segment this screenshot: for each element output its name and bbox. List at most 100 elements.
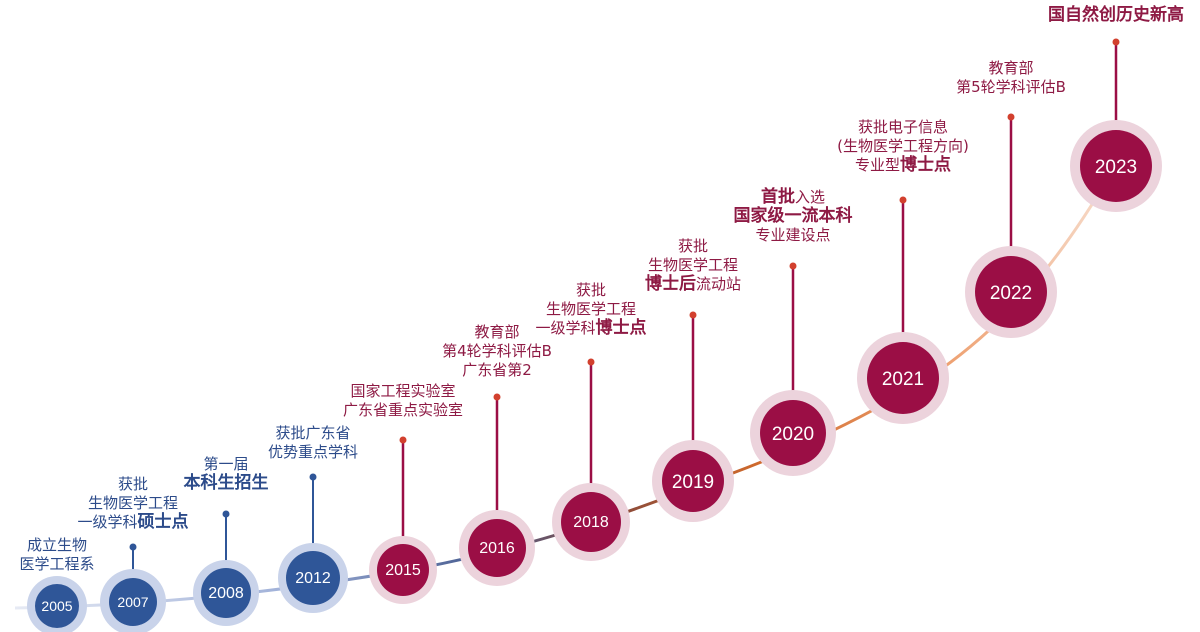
node-2016: [468, 519, 526, 577]
node-2022: [975, 256, 1047, 328]
milestone-phrase: 一级学科: [77, 513, 138, 531]
node-2007: [109, 578, 157, 626]
year-label-2016: 2016: [479, 540, 515, 557]
milestone-phrase: 医学工程系: [19, 555, 95, 573]
milestone-phrase: 入选: [794, 188, 825, 206]
milestone-phrase: 生物医学工程: [87, 494, 179, 512]
milestone-line: 获批电子信息: [837, 118, 969, 137]
milestone-highlight: 硕士点: [137, 512, 189, 532]
milestone-phrase: 生物医学工程: [545, 300, 637, 318]
milestone-phrase: 第一届: [203, 455, 249, 473]
stem-dot-2019: [689, 311, 697, 319]
milestone-line: (生物医学工程方向): [837, 137, 969, 156]
stem-dot-2007: [129, 543, 137, 551]
milestone-text-2021: 获批电子信息 (生物医学工程方向) 专业型博士点: [837, 118, 969, 175]
milestone-line: 生物医学工程: [77, 494, 188, 513]
milestone-text-2023: 国自然创历史新高: [1048, 6, 1184, 25]
milestone-highlight: 博士后: [644, 274, 696, 294]
milestone-text-2015: 国家工程实验室 广东省重点实验室: [343, 382, 463, 420]
milestone-phrase: 一级学科: [535, 319, 596, 337]
milestone-text-2008: 第一届 本科生招生: [184, 455, 269, 493]
milestone-phrase: 国家工程实验室: [350, 382, 456, 400]
milestone-text-2020: 首批入选 国家级一流本科 专业建设点: [734, 188, 853, 245]
stem-dot-2023: [1112, 38, 1120, 46]
milestone-text-2012: 获批广东省 优势重点学科: [268, 424, 358, 462]
year-label-2005: 2005: [41, 598, 72, 614]
milestone-line: 第4轮学科评估B: [442, 342, 552, 361]
node-2015: [377, 544, 429, 596]
milestone-line: 教育部: [442, 323, 552, 342]
node-2012: [286, 551, 340, 605]
milestone-phrase: 获批: [117, 475, 149, 493]
milestone-line: 医学工程系: [19, 555, 94, 574]
milestone-phrase: 第4轮学科评估B: [442, 342, 552, 360]
stem-dot-2020: [789, 262, 797, 270]
milestone-phrase: 专业建设点: [755, 226, 831, 244]
milestone-line: 获批: [77, 475, 188, 494]
milestone-line: 国自然创历史新高: [1048, 6, 1184, 25]
node-2008: [201, 568, 251, 618]
node-2020: [760, 400, 826, 466]
year-label-2012: 2012: [295, 570, 331, 587]
milestone-phrase: 获批: [575, 281, 607, 299]
year-label-2019: 2019: [672, 472, 714, 493]
milestone-phrase: 教育部: [474, 323, 520, 341]
milestone-line: 一级学科博士点: [535, 319, 646, 338]
milestone-line: 第一届: [184, 455, 269, 474]
node-2021: [867, 342, 939, 414]
milestone-highlight: 国自然创历史新高: [1048, 5, 1184, 25]
milestone-line: 专业建设点: [734, 226, 853, 245]
node-2019: [662, 450, 724, 512]
milestone-line: 首批入选: [734, 188, 853, 207]
milestone-highlight: 博士点: [900, 155, 951, 175]
milestone-text-2022: 教育部 第5轮学科评估B: [956, 59, 1066, 97]
milestone-highlight: 首批: [760, 187, 795, 207]
milestone-phrase: 第5轮学科评估B: [956, 78, 1066, 96]
stem-dot-2012: [309, 473, 317, 481]
milestone-line: 专业型博士点: [837, 156, 969, 175]
milestone-line: 获批: [535, 281, 646, 300]
milestone-line: 成立生物: [19, 536, 94, 555]
milestone-line: 国家级一流本科: [734, 207, 853, 226]
milestone-phrase: 教育部: [988, 59, 1034, 77]
milestone-text-2016: 教育部 第4轮学科评估B 广东省第2: [442, 323, 552, 380]
milestone-text-2019: 获批 生物医学工程 博士后流动站: [645, 237, 741, 294]
milestone-phrase: 生物医学工程: [647, 256, 739, 274]
stem-dot-2008: [222, 510, 230, 518]
year-label-2008: 2008: [208, 585, 244, 602]
stem-dot-2018: [587, 358, 595, 366]
milestone-line: 获批广东省: [268, 424, 358, 443]
node-2023: [1080, 130, 1152, 202]
node-2005: [35, 584, 79, 628]
milestone-line: 广东省重点实验室: [343, 401, 463, 420]
milestone-phrase: 流动站: [695, 275, 742, 293]
stem-dot-2021: [899, 196, 907, 204]
year-label-2015: 2015: [385, 562, 421, 579]
milestone-phrase: 获批: [677, 237, 709, 255]
milestone-highlight: 博士点: [595, 318, 647, 338]
milestone-phrase: (生物医学工程方向): [837, 137, 969, 155]
year-label-2007: 2007: [117, 594, 148, 610]
milestone-line: 教育部: [956, 59, 1066, 78]
milestone-line: 生物医学工程: [535, 300, 646, 319]
milestone-text-2007: 获批 生物医学工程 一级学科硕士点: [77, 475, 188, 532]
year-label-2020: 2020: [772, 424, 814, 445]
milestone-line: 本科生招生: [184, 474, 269, 493]
milestone-line: 一级学科硕士点: [77, 513, 188, 532]
milestone-highlight: 国家级一流本科: [733, 206, 853, 226]
year-label-2022: 2022: [990, 283, 1032, 304]
milestone-line: 优势重点学科: [268, 443, 358, 462]
stem-dot-2022: [1007, 113, 1015, 121]
milestone-phrase: 获批广东省: [275, 424, 351, 442]
milestone-line: 国家工程实验室: [343, 382, 463, 401]
milestone-text-2005: 成立生物 医学工程系: [19, 536, 94, 574]
milestone-line: 第5轮学科评估B: [956, 78, 1066, 97]
milestone-text-2018: 获批 生物医学工程 一级学科博士点: [535, 281, 646, 338]
milestone-highlight: 本科生招生: [183, 473, 269, 493]
node-2018: [561, 492, 621, 552]
milestone-phrase: 成立生物: [26, 536, 88, 554]
milestone-line: 生物医学工程: [645, 256, 741, 275]
stem-dot-2016: [493, 393, 501, 401]
milestone-phrase: 广东省重点实验室: [342, 401, 464, 419]
